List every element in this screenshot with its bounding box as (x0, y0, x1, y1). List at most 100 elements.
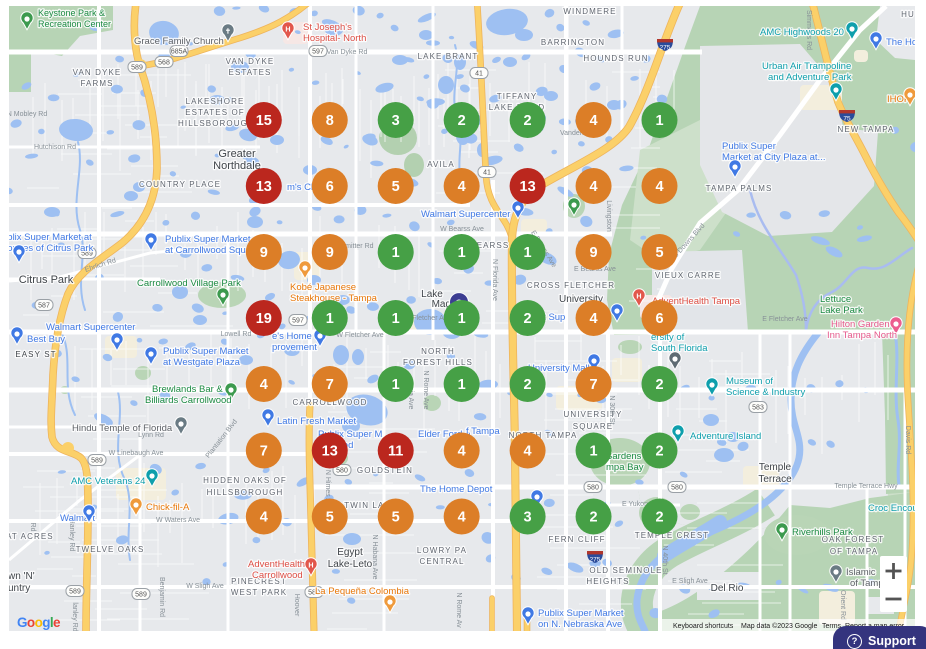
svg-text:Carrollwood Village Park: Carrollwood Village Park (137, 278, 241, 289)
svg-text:mpa Bay: mpa Bay (606, 462, 644, 473)
svg-text:ublix Super Market at: ublix Super Market at (9, 232, 92, 243)
svg-text:Keyboard shortcuts: Keyboard shortcuts (673, 623, 734, 630)
svg-text:La Pequeña Colombia: La Pequeña Colombia (315, 586, 410, 597)
svg-text:Lake-Leto: Lake-Leto (328, 559, 373, 570)
svg-text:2: 2 (524, 311, 532, 327)
svg-text:VAN DYKE: VAN DYKE (226, 57, 275, 66)
svg-text:The Home Depot: The Home Depot (420, 484, 493, 495)
svg-text:NORTH TAMPA: NORTH TAMPA (509, 431, 578, 440)
svg-text:OF TAMPA: OF TAMPA (830, 547, 878, 556)
svg-text:HIDDEN OAKS OF: HIDDEN OAKS OF (203, 476, 287, 485)
svg-text:OLD SEMINOLE: OLD SEMINOLE (589, 566, 662, 575)
svg-text:CENTRAL: CENTRAL (419, 557, 464, 566)
svg-text:Walmart Supercenter: Walmart Supercenter (421, 209, 510, 220)
svg-text:HU: HU (901, 10, 915, 19)
svg-text:W Bearss Ave: W Bearss Ave (440, 226, 484, 233)
svg-text:583: 583 (752, 405, 764, 412)
svg-text:Publix Super Market: Publix Super Market (165, 234, 251, 245)
svg-text:589: 589 (131, 65, 143, 72)
svg-text:Croc Encou: Croc Encou (868, 503, 915, 514)
svg-text:and Adventure Park: and Adventure Park (768, 72, 852, 83)
svg-text:wn 'N': wn 'N' (9, 571, 35, 582)
svg-text:LOWRY PA: LOWRY PA (417, 546, 467, 555)
svg-text:1: 1 (458, 311, 466, 327)
svg-text:ersity of: ersity of (651, 332, 685, 343)
svg-text:H: H (636, 292, 641, 300)
svg-text:2: 2 (655, 510, 663, 526)
svg-text:Simmons Rd: Simmons Rd (805, 10, 812, 50)
svg-text:The Ho: The Ho (886, 37, 915, 48)
svg-text:AMC Highwoods 20: AMC Highwoods 20 (760, 27, 844, 38)
svg-text:HEIGHTS: HEIGHTS (586, 577, 629, 586)
svg-text:NORTH TAMPA: NORTH TAMPA (509, 431, 578, 440)
svg-text:Billiards Carrollwood: Billiards Carrollwood (145, 395, 232, 406)
svg-text:OAK FOREST: OAK FOREST (822, 535, 885, 544)
svg-text:9: 9 (260, 245, 268, 261)
svg-text:TIFFANY: TIFFANY (497, 92, 538, 101)
svg-text:AMC Veterans 24: AMC Veterans 24 (71, 476, 145, 487)
svg-text:1: 1 (655, 113, 663, 129)
svg-text:TAMPA PALMS: TAMPA PALMS (706, 184, 773, 193)
svg-text:on N. Nebraska Ave: on N. Nebraska Ave (538, 619, 622, 630)
svg-text:Steakhouse - Tampa: Steakhouse - Tampa (290, 293, 378, 304)
svg-text:Davis Rd: Davis Rd (904, 426, 911, 455)
svg-text:N 40th St: N 40th St (661, 545, 668, 574)
svg-text:589: 589 (91, 458, 103, 465)
svg-text:4: 4 (590, 311, 598, 327)
svg-text:Adventure Island: Adventure Island (690, 431, 761, 442)
svg-text:untry: untry (9, 583, 30, 594)
svg-text:597: 597 (312, 49, 324, 56)
svg-text:St Joseph's: St Joseph's (303, 22, 352, 33)
svg-text:BARRINGTON: BARRINGTON (541, 38, 605, 47)
svg-text:4: 4 (655, 179, 663, 195)
svg-text:15: 15 (256, 113, 272, 129)
svg-text:5: 5 (655, 245, 663, 261)
svg-text:at Westgate Plaza: at Westgate Plaza (163, 357, 241, 368)
svg-text:TEMPLE CREST: TEMPLE CREST (635, 531, 710, 540)
svg-text:587: 587 (38, 303, 50, 310)
svg-text:SQUARE: SQUARE (573, 422, 613, 431)
svg-text:9: 9 (590, 245, 598, 261)
svg-text:Van Dyke Rd: Van Dyke Rd (327, 49, 368, 56)
svg-text:Temple Terrace Hwy: Temple Terrace Hwy (834, 483, 898, 490)
svg-text:Lynn Rd: Lynn Rd (138, 432, 164, 439)
svg-text:Egypt: Egypt (337, 547, 363, 558)
svg-text:Walmart: Walmart (60, 513, 95, 524)
svg-text:LAKESHORE: LAKESHORE (186, 97, 245, 106)
svg-text:685A: 685A (171, 49, 188, 56)
svg-text:2: 2 (590, 510, 598, 526)
svg-text:CARROLLWOOD: CARROLLWOOD (292, 398, 367, 407)
svg-text:St Joseph's: St Joseph's (303, 22, 352, 33)
svg-text:SQUARE: SQUARE (573, 422, 613, 431)
svg-text:AMC Veterans 24: AMC Veterans 24 (71, 476, 145, 487)
svg-text:N Habana Ave: N Habana Ave (371, 534, 378, 579)
svg-text:Best Buy: Best Buy (27, 334, 65, 345)
svg-text:Brewlands Bar &: Brewlands Bar & (152, 384, 223, 395)
svg-text:W Sligh Ave: W Sligh Ave (186, 583, 224, 590)
svg-text:University Mall: University Mall (528, 363, 590, 374)
svg-text:ESTATES: ESTATES (229, 68, 272, 77)
svg-text:N Himes Ave: N Himes Ave (324, 470, 331, 510)
svg-text:COUNTRY PLACE: COUNTRY PLACE (139, 180, 221, 189)
svg-text:FARMS: FARMS (80, 79, 113, 88)
svg-text:FERN CLIFF: FERN CLIFF (548, 535, 605, 544)
svg-text:Lake: Lake (421, 289, 443, 300)
svg-text:Temple: Temple (759, 462, 792, 473)
svg-text:Elder Ford o: Elder Ford o (418, 429, 470, 440)
svg-text:The Home Depot: The Home Depot (420, 484, 493, 495)
svg-text:4: 4 (524, 444, 532, 460)
svg-text:Carrollwood: Carrollwood (252, 570, 303, 581)
svg-text:Riverhills Park: Riverhills Park (792, 527, 853, 538)
svg-text:Billiards Carrollwood: Billiards Carrollwood (145, 395, 232, 406)
svg-text:4: 4 (458, 510, 466, 526)
svg-text:TWELVE OAKS: TWELVE OAKS (76, 545, 145, 554)
svg-text:HOUNDS RUN: HOUNDS RUN (583, 54, 648, 63)
svg-text:e's Home: e's Home (272, 331, 312, 342)
svg-text:Gardens: Gardens (605, 451, 642, 462)
svg-text:6: 6 (326, 179, 334, 195)
svg-text:Lettuce: Lettuce (820, 294, 851, 305)
svg-text:1: 1 (326, 311, 334, 327)
svg-text:Greater: Greater (218, 148, 256, 160)
svg-text:13: 13 (256, 179, 272, 195)
svg-text:HEIGHTS: HEIGHTS (586, 577, 629, 586)
